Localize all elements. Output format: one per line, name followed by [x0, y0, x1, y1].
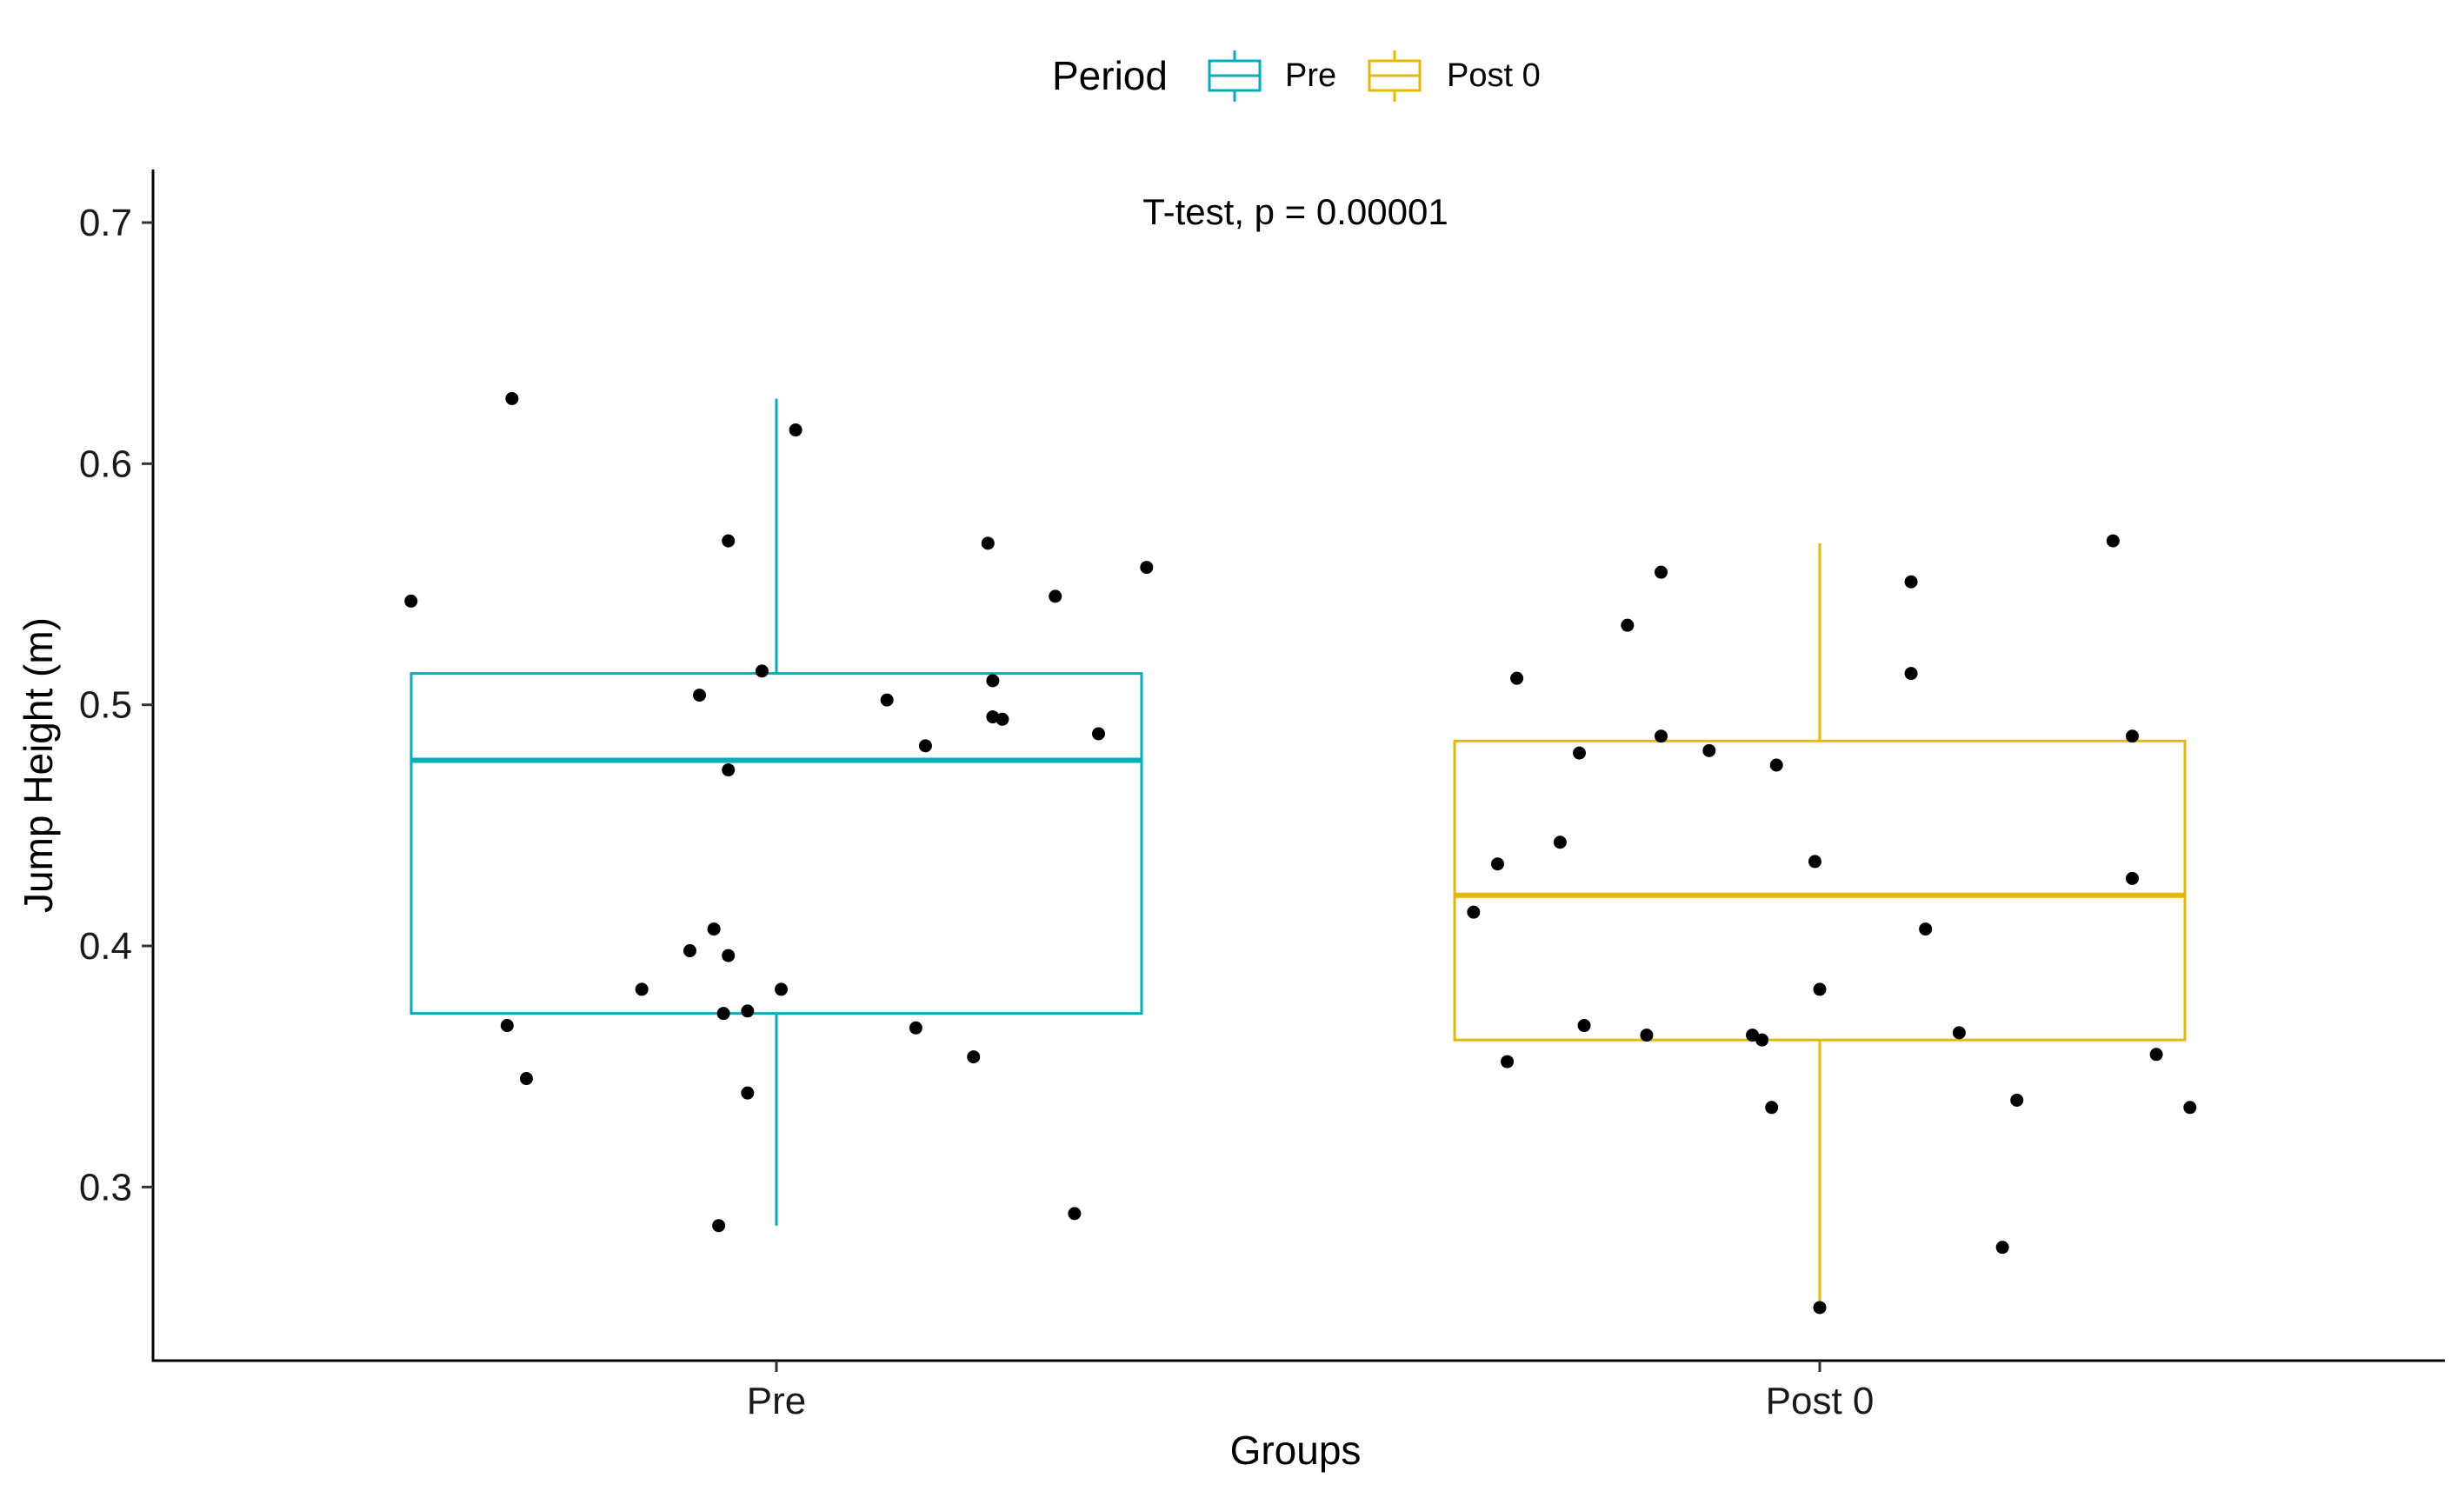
data-point — [996, 712, 1009, 726]
x-axis-title: Groups — [1230, 1428, 1362, 1473]
data-point — [1490, 857, 1504, 871]
y-tick-label: 0.6 — [79, 443, 132, 485]
data-point — [1808, 855, 1821, 869]
y-ticks: 0.3 0.4 0.5 0.6 0.7 — [79, 202, 153, 1208]
data-point — [918, 739, 932, 753]
data-point — [1769, 758, 1783, 772]
data-point — [712, 1219, 726, 1233]
boxes — [410, 398, 2187, 1308]
data-point — [505, 391, 519, 405]
data-point — [1952, 1026, 1966, 1040]
data-point — [909, 1021, 922, 1035]
data-point — [722, 534, 736, 548]
x-tick-label: Post 0 — [1766, 1380, 1875, 1422]
data-point — [1573, 746, 1586, 760]
points — [404, 391, 2197, 1315]
data-point — [693, 689, 707, 702]
legend-title: Period — [1052, 53, 1168, 98]
data-point — [635, 982, 649, 996]
data-point — [519, 1072, 533, 1086]
data-point — [1501, 1055, 1515, 1069]
data-point — [1092, 727, 1106, 741]
data-point — [789, 423, 802, 437]
x-ticks: Pre Post 0 — [747, 1361, 1875, 1422]
data-point — [1919, 922, 1933, 936]
data-point — [2010, 1093, 2024, 1107]
data-point — [880, 693, 894, 707]
data-point — [1995, 1241, 2009, 1255]
data-point — [1140, 561, 1154, 575]
t-test-annotation: T-test, p = 0.00001 — [1142, 191, 1448, 232]
data-point — [1746, 1029, 1760, 1042]
y-tick-label: 0.7 — [79, 202, 132, 244]
data-point — [741, 1086, 755, 1100]
data-point — [2125, 871, 2139, 885]
y-tick-label: 0.3 — [79, 1166, 132, 1208]
data-point — [986, 674, 1000, 688]
data-point — [1510, 671, 1524, 685]
data-point — [1621, 618, 1635, 632]
x-tick-label: Pre — [747, 1380, 806, 1422]
box-iqr — [1453, 739, 2187, 1042]
data-point — [1813, 1301, 1827, 1315]
data-point — [404, 594, 418, 608]
data-point — [1577, 1019, 1591, 1033]
data-point — [716, 1007, 730, 1021]
legend-key-post-0 — [1368, 50, 1422, 102]
y-axis-title: Jump Height (m) — [16, 617, 61, 913]
data-point — [1655, 729, 1668, 743]
data-point — [1553, 836, 1567, 849]
data-point — [722, 763, 736, 777]
data-point — [967, 1050, 981, 1064]
legend-label-pre: Pre — [1285, 57, 1336, 94]
data-point — [2125, 729, 2139, 743]
legend-key-pre — [1208, 50, 1262, 102]
data-point — [1068, 1207, 1082, 1221]
data-point — [2183, 1101, 2197, 1115]
data-point — [1904, 667, 1918, 681]
data-point — [500, 1019, 514, 1033]
data-point — [1755, 1033, 1769, 1047]
data-point — [1765, 1101, 1779, 1115]
data-point — [1467, 905, 1481, 919]
data-point — [981, 536, 995, 550]
data-point — [1640, 1029, 1654, 1042]
data-point — [707, 922, 721, 936]
data-point — [722, 949, 736, 962]
box-post-0 — [1453, 543, 2187, 1308]
y-tick-label: 0.5 — [79, 684, 132, 727]
box-pre — [410, 398, 1143, 1226]
data-point — [755, 664, 769, 678]
axes — [151, 170, 2445, 1362]
data-point — [2149, 1048, 2163, 1062]
data-point — [1813, 982, 1827, 996]
legend-label-post-0: Post 0 — [1447, 57, 1541, 94]
y-tick-label: 0.4 — [79, 925, 132, 968]
data-point — [1904, 575, 1918, 589]
data-point — [1655, 565, 1668, 579]
data-point — [2106, 534, 2120, 548]
legend: Period Pre Post 0 — [1052, 50, 1541, 102]
data-point — [1702, 743, 1716, 757]
data-point — [775, 982, 789, 996]
data-point — [741, 1004, 755, 1018]
data-point — [1049, 589, 1062, 603]
box-iqr — [410, 672, 1143, 1015]
data-point — [683, 944, 696, 958]
